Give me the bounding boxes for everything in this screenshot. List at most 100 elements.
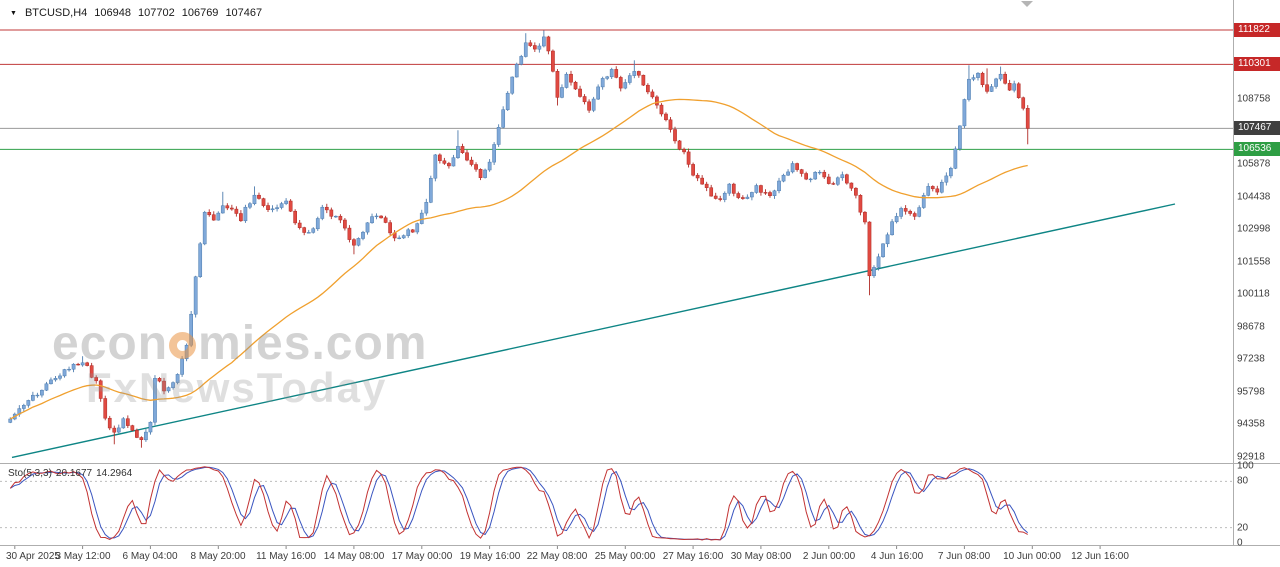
candle-body bbox=[324, 206, 329, 211]
candle-body bbox=[492, 144, 496, 163]
candle-body bbox=[397, 237, 402, 239]
candle-body bbox=[781, 174, 786, 182]
ohlc-high: 107702 bbox=[138, 7, 175, 19]
candle-body bbox=[202, 212, 207, 245]
candle-body bbox=[881, 243, 885, 258]
candle-body bbox=[605, 76, 610, 79]
candle-body bbox=[297, 222, 302, 228]
candle-body bbox=[641, 74, 646, 86]
price-badge-support: 106536 bbox=[1234, 142, 1280, 156]
stoch-tick-label: 80 bbox=[1237, 475, 1249, 487]
candle-body bbox=[374, 215, 379, 218]
time-tick-label: 17 May 00:00 bbox=[391, 551, 453, 562]
candle-body bbox=[315, 218, 320, 230]
candle-body bbox=[659, 104, 664, 115]
candle-body bbox=[731, 183, 736, 194]
candle-body bbox=[876, 256, 881, 268]
candle-body bbox=[759, 185, 763, 193]
candle-body bbox=[166, 387, 171, 392]
candle-body bbox=[831, 183, 836, 185]
candle-body bbox=[939, 181, 944, 193]
candle-body bbox=[261, 198, 266, 206]
candle-body bbox=[664, 113, 668, 121]
candle-body bbox=[804, 173, 808, 180]
candle-body bbox=[795, 163, 799, 170]
candle-body bbox=[40, 389, 44, 396]
candle-body bbox=[636, 71, 641, 76]
candle-body bbox=[428, 178, 433, 203]
candle-body bbox=[967, 78, 971, 100]
candle-body bbox=[908, 210, 913, 214]
candle-body bbox=[600, 78, 605, 88]
price-tick-label: 102998 bbox=[1237, 223, 1271, 235]
candle-body bbox=[216, 212, 221, 221]
candle-body bbox=[555, 71, 560, 98]
candle-body bbox=[121, 418, 126, 429]
candle-body bbox=[175, 374, 180, 383]
candle-body bbox=[31, 394, 35, 401]
candle-body bbox=[89, 365, 94, 378]
stochastic-main-line bbox=[9, 466, 1028, 541]
candle-body bbox=[958, 125, 962, 150]
candle-body bbox=[935, 188, 940, 193]
candle-body bbox=[107, 417, 112, 429]
price-tick-label: 98678 bbox=[1237, 321, 1265, 333]
candle-body bbox=[329, 209, 334, 217]
candle-body bbox=[627, 75, 632, 83]
candle-body bbox=[632, 71, 637, 76]
candle-body bbox=[845, 174, 849, 184]
candle-body bbox=[519, 56, 524, 65]
candle-body bbox=[609, 69, 614, 78]
candle-body bbox=[415, 223, 420, 233]
candle-body bbox=[469, 159, 474, 165]
candle-body bbox=[998, 73, 1003, 80]
candle-body bbox=[650, 91, 655, 98]
candle-body bbox=[587, 101, 591, 111]
candle-body bbox=[311, 228, 316, 233]
price-tick-label: 95798 bbox=[1237, 386, 1265, 398]
candle-body bbox=[903, 208, 908, 212]
candle-body bbox=[700, 177, 704, 185]
candle-body bbox=[727, 183, 732, 194]
candle-body bbox=[270, 208, 275, 211]
candle-body bbox=[532, 45, 537, 50]
candle-body bbox=[912, 213, 917, 217]
time-axis[interactable]: 30 Apr 2025 3 May 12:00 6 May 04:00 8 May 2… bbox=[0, 546, 1280, 567]
candle-body bbox=[546, 36, 551, 52]
time-tick-label: 12 Jun 16:00 bbox=[1071, 551, 1129, 562]
candle-body bbox=[899, 208, 903, 217]
price-tick-label: 100118 bbox=[1237, 288, 1270, 300]
candle-body bbox=[284, 200, 288, 204]
candle-body bbox=[356, 238, 361, 246]
candle-body bbox=[26, 400, 31, 406]
candle-body bbox=[578, 88, 582, 97]
price-axis[interactable]: 108758 105878 104438 102998 101558 100118 9867… bbox=[1233, 0, 1280, 546]
candle-body bbox=[424, 202, 429, 214]
candle-body bbox=[944, 175, 949, 183]
candle-body bbox=[130, 425, 135, 431]
candle-body bbox=[94, 377, 99, 382]
candle-body bbox=[1007, 83, 1012, 91]
candle-body bbox=[103, 398, 108, 419]
candle-body bbox=[456, 146, 460, 158]
candle-body bbox=[523, 42, 528, 57]
symbol-timeframe: BTCUSD,H4 bbox=[24, 7, 88, 19]
candle-body bbox=[813, 172, 818, 180]
candle-body bbox=[207, 212, 212, 216]
candle-body bbox=[234, 208, 239, 214]
stochastic-indicator-label: Sto(5,3,3) 20.1677 14.2964 bbox=[8, 468, 136, 479]
candle-body bbox=[980, 72, 985, 85]
time-tick-label: 27 May 16:00 bbox=[662, 551, 724, 562]
price-tick-label: 104438 bbox=[1237, 191, 1271, 203]
candle-body bbox=[750, 192, 754, 198]
candle-body bbox=[921, 195, 926, 208]
candle-body bbox=[62, 369, 67, 377]
candle-body bbox=[790, 163, 795, 173]
candle-body bbox=[646, 84, 650, 93]
candle-body bbox=[686, 151, 691, 165]
candle-body bbox=[239, 213, 243, 222]
candle-body bbox=[193, 276, 198, 315]
candle-body bbox=[49, 379, 53, 385]
